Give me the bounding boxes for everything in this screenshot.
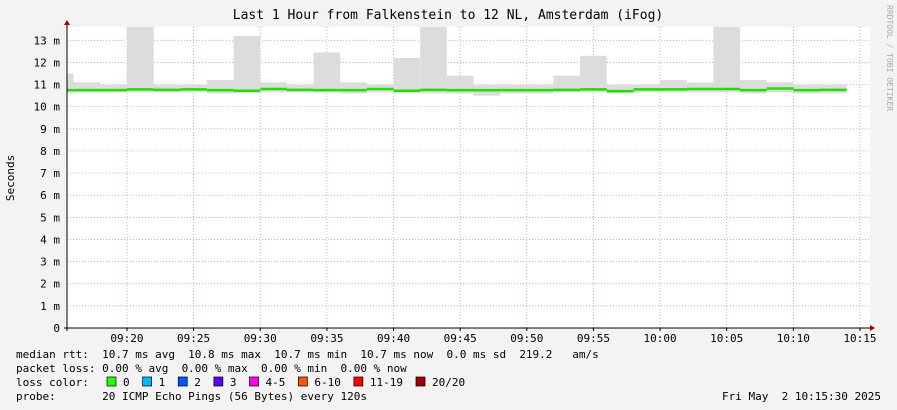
x-tick-label: 09:40 [377,332,410,345]
probe: probe: 20 ICMP Echo Pings (56 Bytes) eve… [16,390,367,403]
smoke [393,57,421,94]
x-tick-label: 10:00 [644,332,677,345]
loss-label: 4-5 [266,376,286,389]
y-axis-label: Seconds [4,155,17,201]
x-tick-label: 09:50 [510,332,543,345]
y-tick-label: 8 m [40,145,60,158]
loss-label: 6-10 [314,376,341,389]
smoke [553,75,581,93]
loss-swatch [177,376,188,387]
x-tick-label: 10:10 [777,332,810,345]
loss-label: 3 [230,376,237,389]
packet-loss: packet loss: 0.00 % avg 0.00 % max 0.00 … [16,362,407,375]
y-tick-label: 4 m [40,233,60,246]
smoke [606,84,634,94]
watermark: RRDTOOL / TOBI OETIKER [885,5,894,111]
smoke [713,27,741,93]
loss-label: 0 [123,376,130,389]
x-tick-label: 09:30 [244,332,277,345]
loss-label: 11-19 [370,376,403,389]
y-axis-arrow [64,20,70,25]
smoke [153,84,181,93]
y-tick-label: 0 [53,322,60,335]
smoke [126,27,154,93]
date: Fri May 2 10:15:30 2025 [722,390,881,403]
smoke [100,84,127,93]
loss-color-label: loss color: [16,376,89,389]
x-tick-label: 09:55 [577,332,610,345]
x-tick-label: 10:05 [710,332,743,345]
smoke [260,82,287,93]
loss-swatch [106,376,117,387]
y-tick-label: 13 m [34,34,61,47]
chart-title: Last 1 Hour from Falkenstein to 12 NL, A… [233,8,663,23]
smoke [340,82,367,94]
y-tick-label: 6 m [40,189,60,202]
smoke [286,84,314,93]
y-tick-label: 10 m [34,101,61,114]
loss-swatch [249,376,259,387]
smoke [740,80,767,94]
y-tick-label: 12 m [34,56,61,69]
plot-area [67,27,870,328]
smoke [67,73,74,94]
loss-label: 2 [194,376,201,389]
x-tick-label: 09:20 [110,332,143,345]
loss-swatch [353,376,364,387]
loss-swatch [298,376,308,387]
smoke [233,35,261,94]
smoke [580,55,607,93]
x-tick-label: 10:15 [843,332,876,345]
median-rtt: median rtt: 10.7 ms avg 10.8 ms max 10.7… [16,348,599,361]
x-axis-arrow [870,325,875,331]
y-tick-label: 5 m [40,211,60,224]
y-tick-label: 11 m [34,79,61,92]
y-tick-label: 3 m [40,256,60,269]
x-tick-label: 09:35 [310,332,343,345]
smoke [206,80,234,94]
y-tick-label: 7 m [40,167,60,180]
loss-swatch [142,376,152,387]
y-tick-label: 2 m [40,278,60,291]
x-tick-label: 09:25 [177,332,210,345]
loss-swatch [415,376,426,387]
smoke [686,82,714,93]
y-tick-label: 9 m [40,123,60,136]
smoke [73,82,101,93]
x-tick-label: 09:45 [444,332,477,345]
smoke [420,27,447,94]
smoke [313,52,341,93]
loss-swatch [213,376,224,387]
loss-label: 1 [159,376,166,389]
loss-label: 20/20 [432,376,465,389]
y-tick-label: 1 m [40,300,60,313]
